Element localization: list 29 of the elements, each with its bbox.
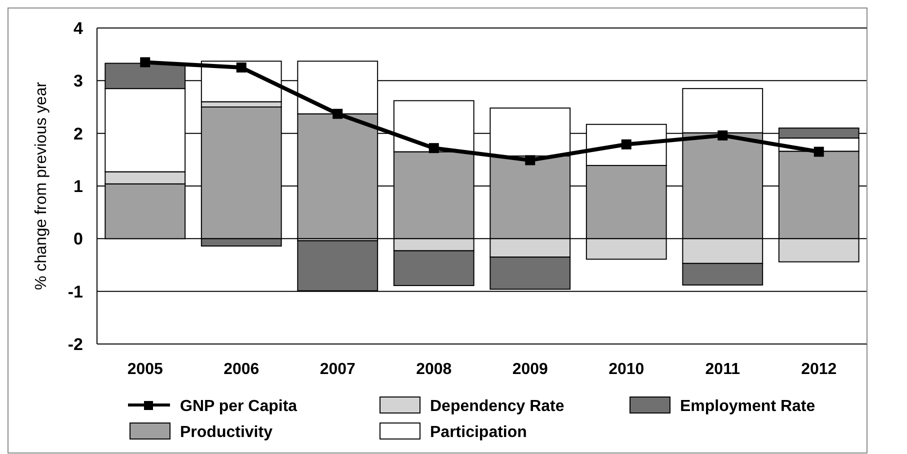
point: [814, 146, 824, 157]
y-tick-label: 2: [74, 124, 83, 144]
y-tick-label: 0: [74, 230, 83, 249]
x-tick-label: 2009: [512, 361, 548, 378]
point: [621, 139, 632, 150]
point: [140, 57, 150, 68]
point: [332, 108, 343, 119]
legend-label: GNP per Capita: [180, 398, 298, 415]
y-tick-label: 4: [74, 19, 84, 38]
legend-label: Employment Rate: [680, 398, 816, 415]
x-tick-label: 2008: [416, 361, 452, 378]
y-axis-title: % change from previous year: [33, 81, 50, 290]
x-tick-label: 2011: [705, 361, 740, 378]
y-tick-label: 3: [74, 72, 83, 91]
y-tick-label: 1: [74, 177, 83, 196]
x-tick-label: 2005: [127, 361, 164, 378]
x-tick-label: 2006: [224, 361, 260, 378]
legend-label: Dependency Rate: [430, 398, 564, 415]
y-tick-label: -2: [68, 335, 83, 354]
legend-label: Productivity: [180, 424, 273, 441]
point: [428, 143, 439, 154]
x-tick-label: 2012: [801, 361, 837, 378]
x-tick-label: 2007: [320, 361, 356, 378]
y-tick-label: -1: [68, 282, 83, 302]
legend-label: Participation: [430, 424, 527, 441]
point: [718, 130, 728, 140]
point: [525, 155, 536, 166]
point: [236, 62, 246, 72]
x-tick-label: 2010: [608, 361, 644, 378]
